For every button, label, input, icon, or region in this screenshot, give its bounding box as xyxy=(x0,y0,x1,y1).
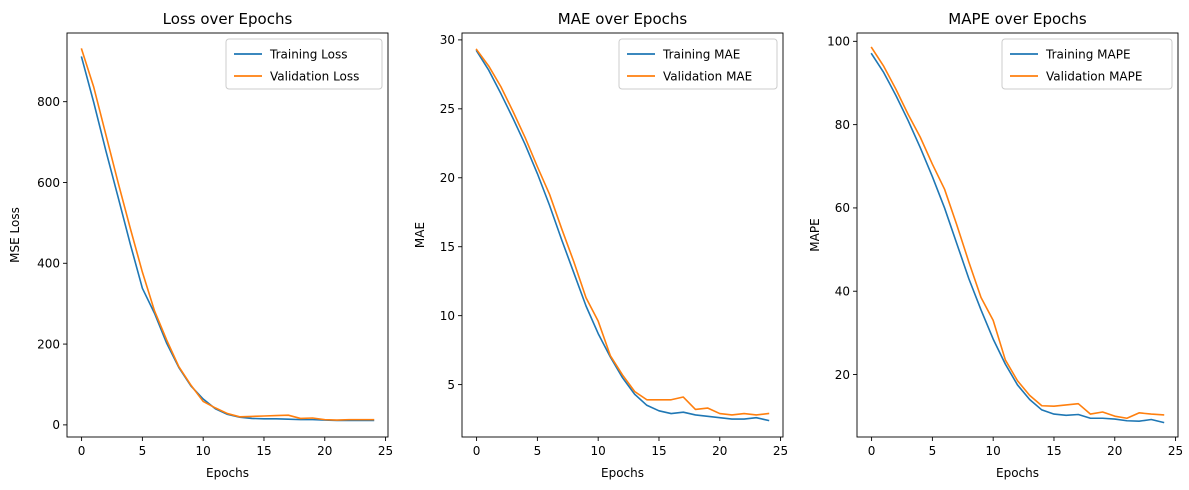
x-tick-label: 10 xyxy=(591,444,606,458)
legend-entry: Validation MAPE xyxy=(1046,69,1142,83)
y-tick-label: 200 xyxy=(37,337,60,351)
mape-series-line-validation xyxy=(870,46,1165,420)
axes-frame xyxy=(461,32,784,438)
legend-entry: Training MAPE xyxy=(1045,47,1131,61)
x-tick-label: 20 xyxy=(1107,444,1122,458)
y-tick-label: 0 xyxy=(52,418,60,432)
y-tick-label: 400 xyxy=(37,257,60,271)
x-tick-label: 0 xyxy=(78,444,86,458)
chart-loss: 0 5 10 15 20 25 0 200 400 600 800 Loss over Epochs E… xyxy=(8,10,393,480)
x-tick-label: 15 xyxy=(256,444,271,458)
axes-frame xyxy=(66,32,389,438)
y-axis-label: MAE xyxy=(413,222,427,248)
legend-box xyxy=(618,38,778,90)
x-tick-label: 25 xyxy=(378,444,393,458)
legend-entry: Validation MAE xyxy=(663,69,752,83)
y-tick-label: 5 xyxy=(447,378,455,392)
x-tick-label: 5 xyxy=(139,444,147,458)
y-tick-label: 40 xyxy=(835,285,850,299)
x-tick-label: 25 xyxy=(1168,444,1183,458)
legend: Training MAPE Validation MAPE xyxy=(1001,38,1173,90)
legend-entry: Training MAE xyxy=(662,47,740,61)
x-tick-label: 15 xyxy=(1046,444,1061,458)
y-tick-label: 600 xyxy=(37,176,60,190)
chart-mape: 0 5 10 15 20 25 20 40 60 80 100 MAPE over Epochs Epo… xyxy=(808,10,1183,480)
mae-series-line-validation xyxy=(475,48,770,416)
chart-title: Loss over Epochs xyxy=(163,10,293,28)
y-axis-label: MAPE xyxy=(808,218,822,251)
y-tick-label: 15 xyxy=(440,240,455,254)
x-axis-label: Epochs xyxy=(206,466,249,480)
x-tick-label: 0 xyxy=(473,444,481,458)
y-tick-label: 30 xyxy=(440,33,455,47)
x-axis-label: Epochs xyxy=(601,466,644,480)
chart-title: MAPE over Epochs xyxy=(948,10,1087,28)
axes-frame xyxy=(856,32,1179,438)
x-tick-label: 15 xyxy=(651,444,666,458)
loss-series-line-validation xyxy=(80,48,375,421)
y-axis-label: MSE Loss xyxy=(8,207,22,263)
legend-box xyxy=(1001,38,1173,90)
y-tick-label: 20 xyxy=(835,368,850,382)
y-tick-label: 80 xyxy=(835,118,850,132)
x-tick-label: 10 xyxy=(986,444,1001,458)
legend-entry: Validation Loss xyxy=(270,69,359,83)
legend-entry: Training Loss xyxy=(269,47,347,61)
mape-series-line-training xyxy=(870,52,1165,424)
x-tick-label: 5 xyxy=(534,444,542,458)
legend: Training MAE Validation MAE xyxy=(618,38,778,90)
x-tick-label: 20 xyxy=(712,444,727,458)
loss-series-line-training xyxy=(80,56,375,422)
x-tick-label: 5 xyxy=(929,444,937,458)
chart-title: MAE over Epochs xyxy=(558,10,688,28)
x-tick-label: 20 xyxy=(317,444,332,458)
x-axis-label: Epochs xyxy=(996,466,1039,480)
chart-mae: 0 5 10 15 20 25 5 10 15 20 25 30 MAE over Epochs Epoc… xyxy=(413,10,788,480)
x-tick-label: 10 xyxy=(196,444,211,458)
y-tick-label: 20 xyxy=(440,171,455,185)
y-tick-label: 800 xyxy=(37,95,60,109)
legend-box xyxy=(225,38,383,90)
mae-series-line-training xyxy=(475,49,770,422)
x-tick-label: 0 xyxy=(868,444,876,458)
y-tick-label: 10 xyxy=(440,309,455,323)
y-tick-label: 60 xyxy=(835,201,850,215)
y-tick-label: 25 xyxy=(440,102,455,116)
legend: Training Loss Validation Loss xyxy=(225,38,383,90)
x-tick-label: 25 xyxy=(773,444,788,458)
y-tick-label: 100 xyxy=(827,35,850,49)
